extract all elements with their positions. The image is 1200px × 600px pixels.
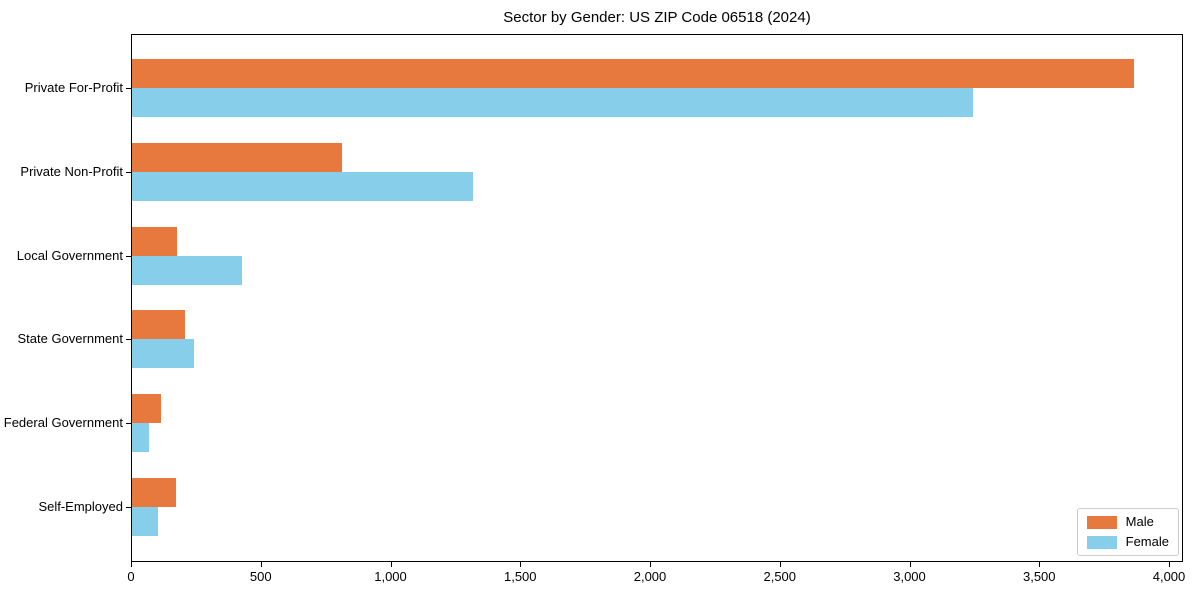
bar-male (132, 142, 343, 172)
legend-label-male: Male (1125, 514, 1154, 529)
y-tick-mark (126, 171, 131, 173)
x-tick-label: 4,000 (1152, 569, 1186, 584)
bar-female (132, 171, 474, 201)
plot-area: Male Female (131, 34, 1183, 562)
y-axis-label: State Government (17, 331, 124, 347)
bar-female (132, 339, 195, 369)
chart-title: Sector by Gender: US ZIP Code 06518 (202… (503, 9, 811, 26)
bar-female (132, 423, 149, 453)
bar-female (132, 507, 158, 536)
x-tick-label: 2,500 (763, 569, 797, 584)
y-axis-label: Private For-Profit (24, 80, 123, 95)
y-tick-mark (126, 339, 131, 341)
legend: Male Female (1076, 508, 1179, 556)
x-tick-label: 0 (127, 569, 135, 584)
y-axis-label: Federal Government (3, 415, 123, 431)
bar-male (132, 394, 161, 424)
x-tick-mark (131, 562, 132, 567)
y-tick-mark (126, 88, 131, 89)
x-tick-label: 1,000 (374, 569, 407, 584)
x-tick-label: 2,000 (633, 569, 667, 584)
bar-male (132, 59, 1134, 88)
x-tick-label: 500 (249, 569, 272, 584)
x-tick-mark (909, 562, 911, 567)
x-tick-label: 3,000 (893, 569, 926, 584)
legend-swatch-female (1086, 535, 1117, 549)
y-axis-label: Local Government (16, 247, 123, 263)
y-axis-label: Private Non-Profit (20, 163, 123, 179)
bar-male (132, 310, 186, 340)
y-tick-mark (126, 423, 131, 425)
x-tick-mark (520, 562, 522, 567)
x-tick-mark (779, 562, 781, 567)
y-axis-label: Self-Employed (38, 499, 123, 514)
x-tick-label: 3,500 (1022, 569, 1056, 584)
y-tick-mark (126, 507, 131, 508)
bar-female (132, 88, 973, 117)
x-tick-mark (390, 562, 392, 567)
x-tick-mark (650, 562, 651, 567)
x-tick-label: 1,500 (503, 569, 537, 584)
x-tick-mark (260, 562, 262, 567)
legend-entry-female: Female (1086, 534, 1169, 549)
x-tick-mark (1039, 562, 1041, 567)
y-axis-labels: Private For-Profit Private Non-Profit Loca… (0, 0, 131, 600)
bar-female (132, 255, 243, 285)
legend-swatch-male (1086, 515, 1117, 529)
legend-label-female: Female (1125, 534, 1169, 549)
bar-male (132, 478, 177, 507)
legend-entry-male: Male (1086, 514, 1169, 529)
bar-male (132, 226, 178, 256)
y-tick-mark (126, 255, 131, 257)
x-tick-mark (1169, 562, 1170, 567)
